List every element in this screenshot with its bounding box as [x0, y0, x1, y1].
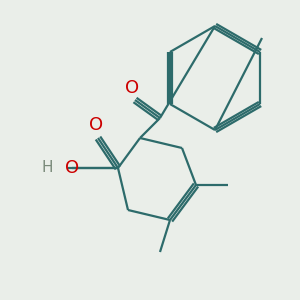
Text: O: O: [125, 79, 139, 97]
Text: O: O: [89, 116, 103, 134]
Text: H: H: [41, 160, 53, 175]
Text: O: O: [65, 159, 79, 177]
